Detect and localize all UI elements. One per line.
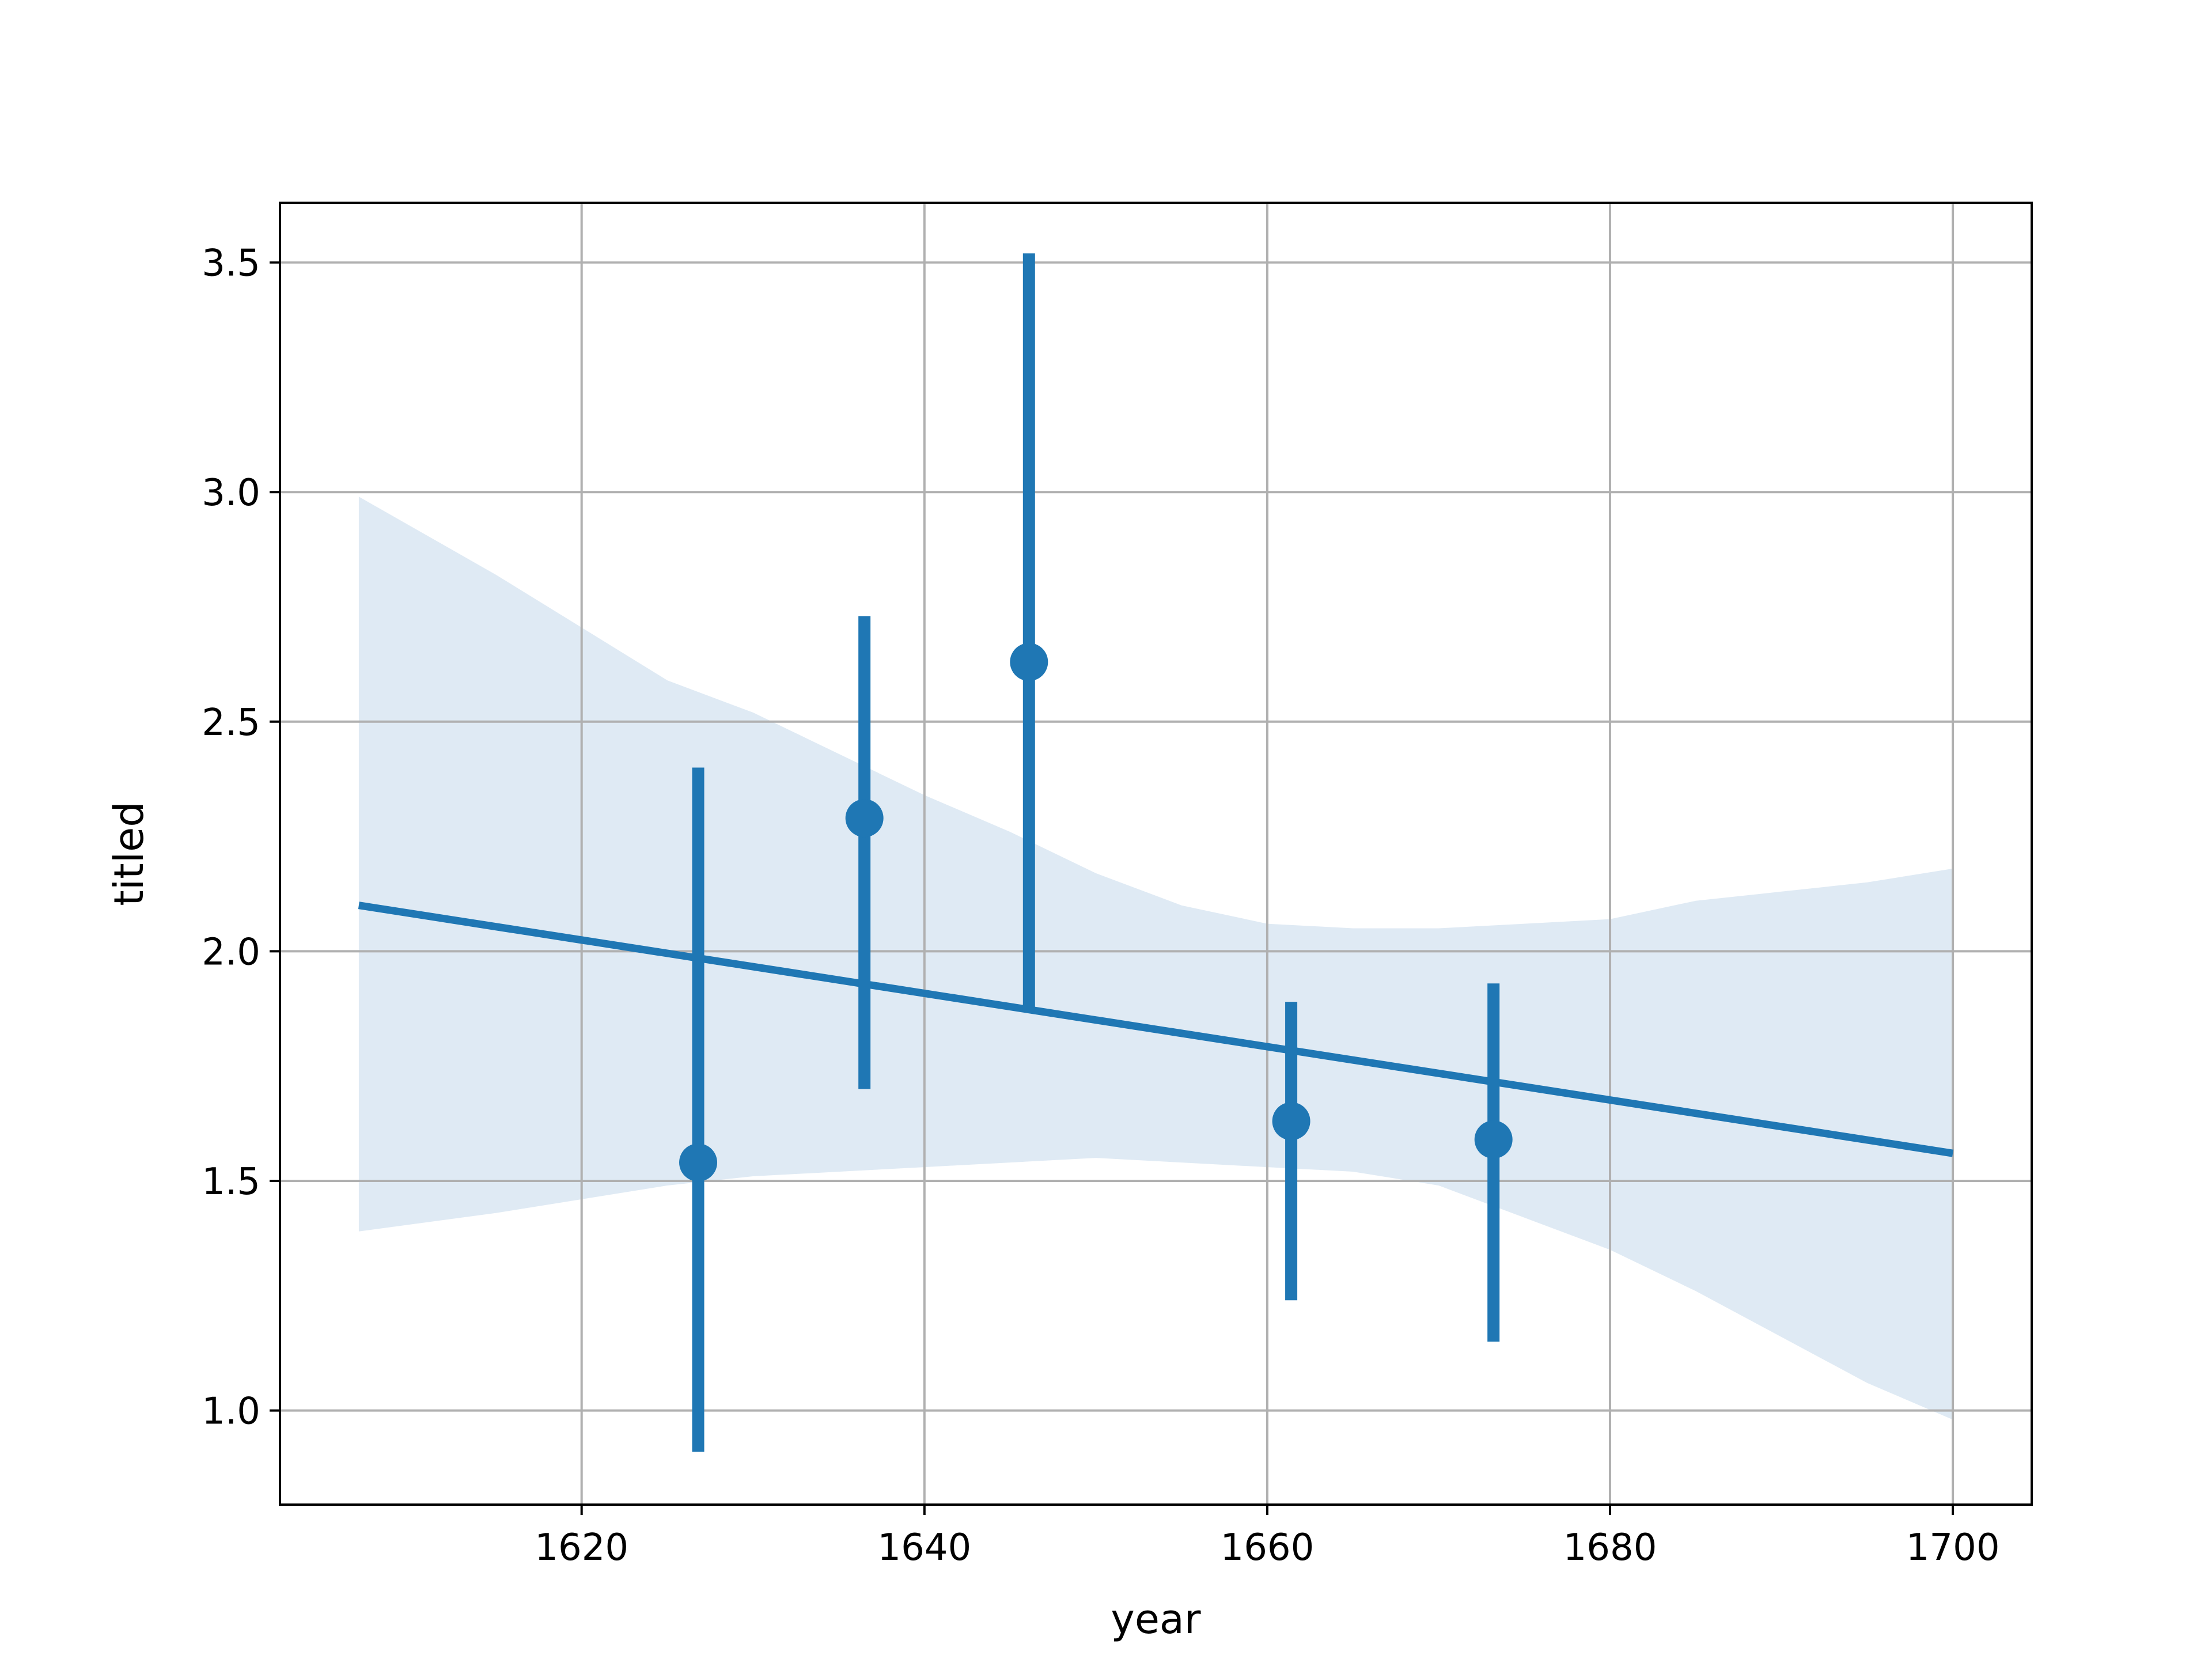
error-bar-layer (692, 253, 1500, 1452)
regression-line (358, 902, 1954, 1157)
y-tick-label: 1.0 (202, 1391, 260, 1433)
data-point (679, 1143, 718, 1182)
x-tick-label: 1700 (1906, 1527, 2000, 1569)
x-tick-label: 1680 (1563, 1527, 1657, 1569)
data-point (1010, 643, 1048, 681)
plot-frame (279, 202, 2033, 1506)
x-tick-label: 1660 (1220, 1527, 1314, 1569)
data-point (1474, 1120, 1513, 1159)
regression-line-layer (358, 902, 1954, 1157)
data-point (845, 799, 884, 838)
grid-layer (280, 203, 2032, 1505)
y-tick-label: 2.0 (202, 931, 260, 974)
tick-layer: 1620 1640 1660 1680 1700 1.0 1.5 2.0 2.5 3.0 3.5 (202, 243, 1999, 1569)
y-tick-label: 3.0 (202, 472, 260, 514)
y-tick-label: 2.5 (202, 702, 260, 744)
y-tick-label: 1.5 (202, 1161, 260, 1203)
data-point (1272, 1102, 1310, 1141)
point-layer (679, 643, 1513, 1182)
confidence-band-layer (358, 497, 1953, 1420)
x-axis-label: year (1111, 1596, 1200, 1643)
y-axis-label: titled (105, 801, 153, 906)
x-tick-label: 1640 (877, 1527, 971, 1569)
x-tick-label: 1620 (535, 1527, 628, 1569)
y-tick-label: 3.5 (202, 243, 260, 285)
confidence-band (358, 497, 1953, 1420)
